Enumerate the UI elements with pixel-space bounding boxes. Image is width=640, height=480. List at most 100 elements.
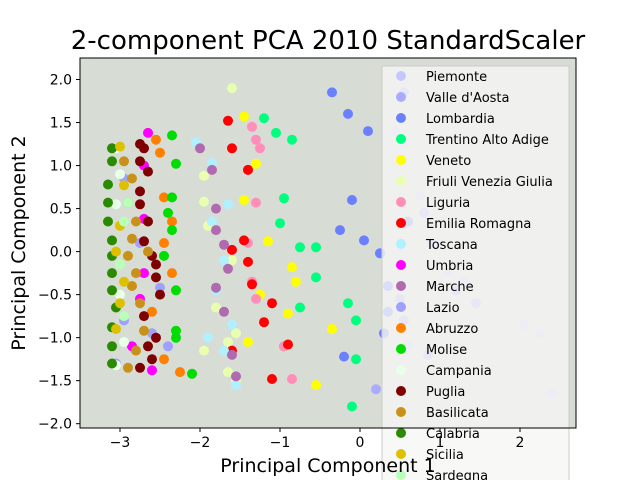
data-point xyxy=(111,324,121,334)
data-point xyxy=(171,285,181,296)
data-point xyxy=(207,164,217,175)
data-point xyxy=(119,216,129,227)
data-point xyxy=(207,216,217,227)
data-point xyxy=(227,319,237,330)
data-point xyxy=(115,169,125,180)
data-point xyxy=(107,143,117,154)
legend-marker xyxy=(396,71,406,81)
legend-marker xyxy=(396,407,406,417)
data-point xyxy=(351,315,361,326)
legend-box xyxy=(381,65,570,480)
data-point xyxy=(111,246,121,257)
legend-marker xyxy=(396,365,406,375)
legend-label: Puglia xyxy=(426,385,465,400)
y-tick-label: −0.5 xyxy=(38,288,72,304)
data-point xyxy=(199,196,209,207)
data-point xyxy=(103,216,113,227)
data-point xyxy=(159,238,169,248)
data-point xyxy=(151,134,161,145)
data-point xyxy=(143,127,153,138)
legend-label: Friuli Venezia Giulia xyxy=(426,175,553,190)
data-point xyxy=(243,337,253,347)
data-point xyxy=(139,268,149,279)
data-point xyxy=(271,127,281,138)
data-point xyxy=(171,325,181,336)
data-point xyxy=(219,345,229,356)
data-point xyxy=(155,289,165,300)
legend-marker xyxy=(396,470,406,480)
y-tick-label: −2.0 xyxy=(38,417,72,433)
legend-label: Liguria xyxy=(426,196,470,211)
legend-label: Lazio xyxy=(426,301,460,316)
data-point xyxy=(123,250,133,261)
data-point xyxy=(131,216,141,227)
data-point xyxy=(163,207,173,218)
data-point xyxy=(107,341,117,352)
data-point xyxy=(139,311,149,322)
data-point xyxy=(115,289,125,300)
data-point xyxy=(347,401,357,412)
data-point xyxy=(119,156,129,167)
data-point xyxy=(259,113,269,124)
data-point xyxy=(371,384,381,395)
data-point xyxy=(211,225,221,236)
data-point xyxy=(311,242,321,253)
data-point xyxy=(171,332,181,343)
legend-label: Sicilia xyxy=(426,448,464,463)
data-point xyxy=(203,332,213,343)
y-tick-label: 2.0 xyxy=(50,73,72,89)
legend-marker xyxy=(396,176,406,186)
legend-label: Piemonte xyxy=(426,70,487,85)
legend-label: Toscana xyxy=(425,238,478,253)
legend-label: Molise xyxy=(426,343,467,358)
legend-label: Trentino Alto Adige xyxy=(425,133,549,148)
data-point xyxy=(231,371,241,382)
data-point xyxy=(111,199,121,210)
legend: Piemonte Valle d'Aosta Lombardia Trentino A… xyxy=(381,65,570,480)
data-point xyxy=(211,302,221,313)
data-point xyxy=(199,170,209,181)
data-point xyxy=(259,317,269,328)
data-point xyxy=(143,341,153,352)
data-point xyxy=(159,250,169,261)
data-point xyxy=(339,351,349,362)
plot-frame xyxy=(79,57,577,429)
data-point xyxy=(251,158,261,169)
legend-marker xyxy=(396,428,406,438)
data-point xyxy=(267,298,277,309)
data-point xyxy=(243,256,253,267)
data-point xyxy=(163,341,173,352)
legend-marker xyxy=(396,197,406,207)
x-tick-label: 2 xyxy=(516,435,525,451)
data-point xyxy=(211,203,221,214)
data-point xyxy=(167,225,177,236)
data-point xyxy=(251,293,261,304)
data-point xyxy=(167,216,177,227)
data-point xyxy=(255,143,265,154)
data-point xyxy=(147,306,157,317)
data-point xyxy=(243,164,253,175)
data-point xyxy=(231,328,241,339)
x-axis-ticks: −3 −2 −1 0 1 2 xyxy=(110,428,525,451)
data-point xyxy=(155,282,165,293)
data-point xyxy=(219,255,229,266)
data-point xyxy=(327,324,337,334)
data-point xyxy=(135,298,145,309)
data-point xyxy=(175,367,185,378)
data-point xyxy=(251,134,261,145)
data-point xyxy=(115,259,125,270)
x-tick-label: −1 xyxy=(270,435,291,451)
legend-marker xyxy=(396,260,406,270)
data-point xyxy=(251,197,261,208)
data-point xyxy=(115,141,125,152)
data-point xyxy=(139,236,149,247)
data-point xyxy=(107,268,117,279)
legend-label: Sardegna xyxy=(426,469,488,480)
legend-label: Abruzzo xyxy=(426,322,478,337)
x-tick-label: 0 xyxy=(356,435,365,451)
legend-marker xyxy=(396,218,406,228)
data-point xyxy=(167,192,177,203)
data-point xyxy=(295,302,305,313)
legend-label: Campania xyxy=(426,364,492,379)
